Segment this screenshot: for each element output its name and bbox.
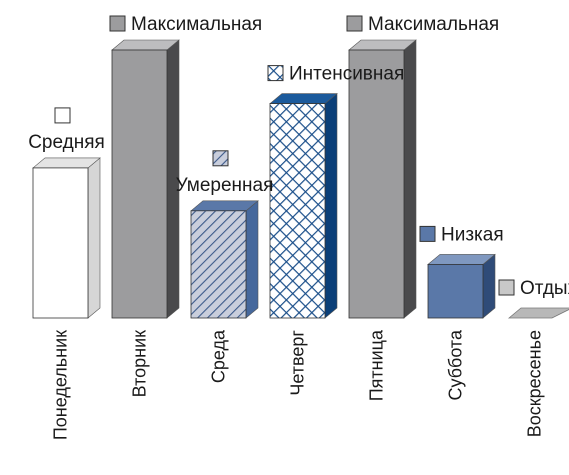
bar — [111, 49, 168, 319]
bar-data-label: Максимальная — [131, 14, 262, 35]
bar-top-face — [32, 157, 101, 169]
bar-side-face — [403, 39, 417, 319]
bar-data-label: Умеренная — [176, 175, 274, 196]
bar-top-face — [190, 200, 259, 212]
bar — [190, 210, 247, 319]
bar — [269, 103, 326, 319]
bar-data-label: Максимальная — [368, 14, 499, 35]
bar — [507, 307, 569, 319]
label-swatch — [267, 65, 284, 82]
category-label: Пятница — [367, 329, 387, 401]
bar-top-face — [427, 254, 496, 265]
bar-data-label: Низкая — [441, 224, 504, 245]
bar-side-face — [87, 157, 101, 319]
category-label: Суббота — [446, 329, 466, 400]
bar-data-label: Средняя — [28, 132, 105, 153]
bar — [427, 263, 484, 319]
bars-group — [32, 39, 569, 319]
label-swatch — [346, 15, 363, 32]
label-swatch — [109, 15, 126, 32]
bar-top-face — [111, 39, 180, 51]
label-swatch — [212, 150, 229, 167]
bar — [32, 167, 89, 319]
bar-side-face — [482, 253, 496, 319]
category-label: Четверг — [288, 330, 308, 396]
category-label: Понедельник — [51, 330, 71, 440]
label-swatch — [419, 225, 436, 242]
label-swatch — [54, 107, 71, 124]
bar-top-face — [269, 93, 338, 104]
bar-side-face — [245, 200, 259, 319]
bar — [348, 49, 405, 319]
bar-data-label: Интенсивная — [289, 64, 404, 85]
bar-top-face — [348, 39, 417, 51]
category-label: Среда — [209, 329, 229, 383]
category-label: Воскресенье — [525, 330, 545, 437]
labels-group: Понедельник Средняя Вторник Максимальная Сре… — [28, 14, 569, 440]
bar-side-face — [324, 92, 338, 319]
category-label: Вторник — [130, 330, 150, 397]
label-swatch — [498, 279, 515, 296]
bar-data-label: Отдых — [520, 278, 569, 299]
